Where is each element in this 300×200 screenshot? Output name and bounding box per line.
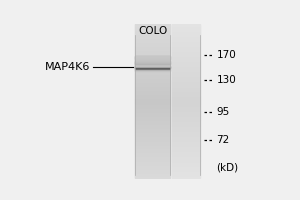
Text: 130: 130	[217, 75, 236, 85]
Text: 170: 170	[217, 50, 236, 60]
Text: 72: 72	[217, 135, 230, 145]
Text: MAP4K6: MAP4K6	[44, 62, 90, 72]
Text: (kD): (kD)	[217, 162, 239, 172]
Text: COLO: COLO	[138, 26, 167, 36]
Text: 95: 95	[217, 107, 230, 117]
